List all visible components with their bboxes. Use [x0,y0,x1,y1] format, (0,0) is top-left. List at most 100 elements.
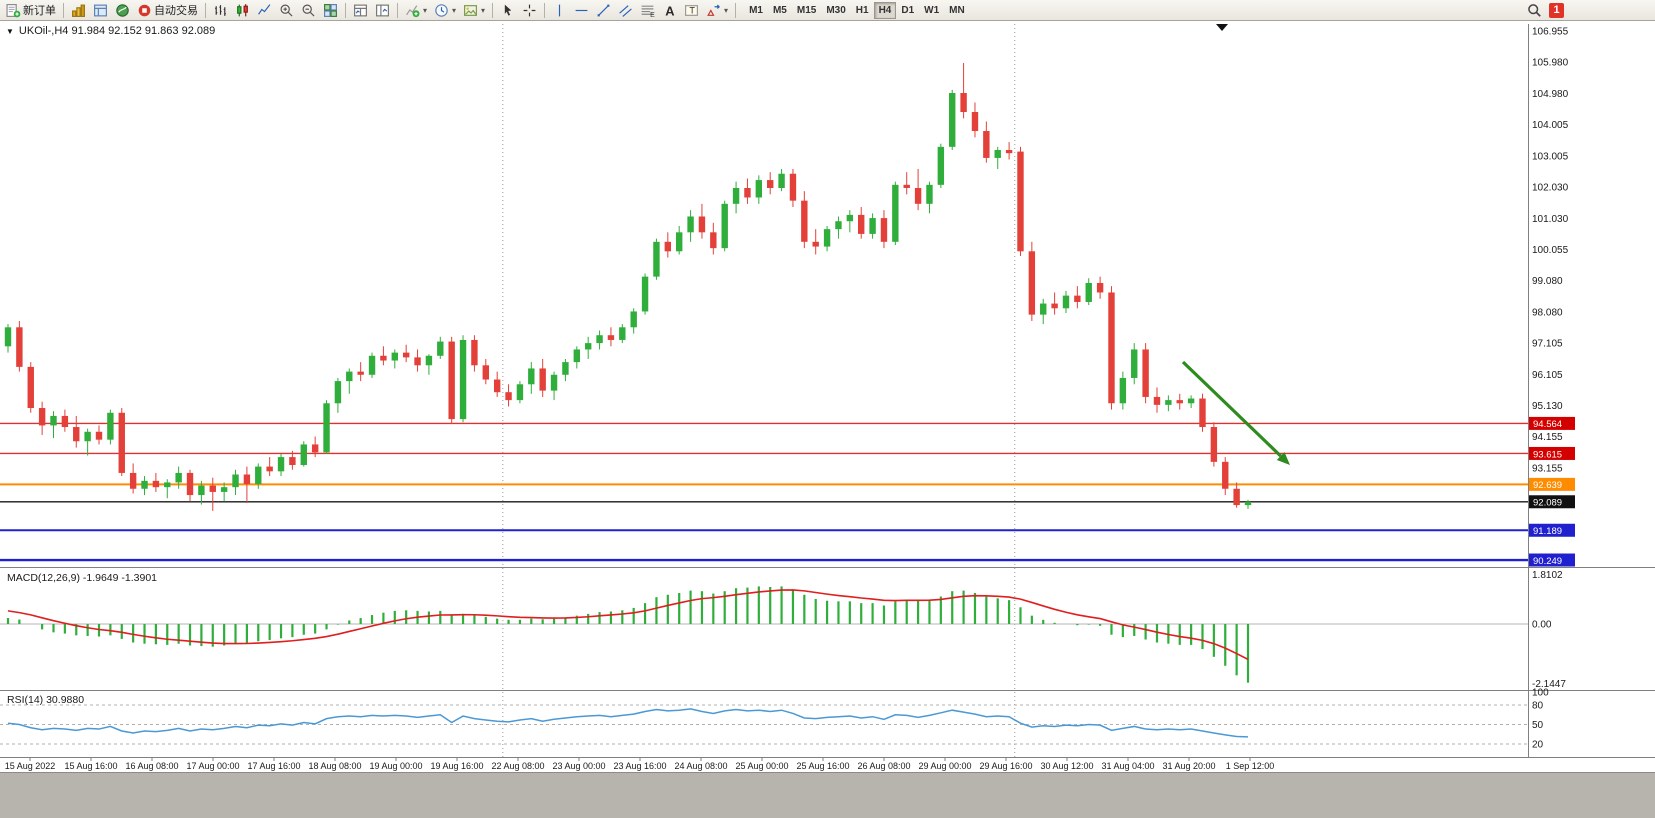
dropdown-arrow-icon[interactable]: ▾ [423,5,428,15]
svg-text:25 Aug 16:00: 25 Aug 16:00 [796,761,849,771]
timeframe-MN[interactable]: MN [944,2,970,19]
tile-windows-button[interactable] [320,1,341,20]
fibonacci-button[interactable]: E [637,1,658,20]
svg-text:1.8102: 1.8102 [1532,570,1563,581]
bar-chart-icon [213,3,228,18]
timeframe-M15[interactable]: M15 [792,2,821,19]
timeframe-W1[interactable]: W1 [919,2,944,19]
horizontal-line-icon [574,3,589,18]
autotrade-icon [137,3,152,18]
new-order-icon [6,3,21,18]
dropdown-arrow-icon[interactable]: ▾ [724,5,729,15]
market-watch-button[interactable] [68,1,89,20]
bar-chart-button[interactable] [210,1,231,20]
search-button[interactable] [1524,1,1545,20]
svg-text:17 Aug 16:00: 17 Aug 16:00 [247,761,300,771]
timeframe-H4[interactable]: H4 [873,1,897,19]
horizontal-line-button[interactable] [571,1,592,20]
line-chart-button[interactable] [254,1,275,20]
timeframe-H1[interactable]: H1 [851,2,874,19]
svg-text:98.080: 98.080 [1532,308,1563,319]
equidistant-channel-button[interactable] [615,1,636,20]
timeframe-M1[interactable]: M1 [744,2,768,19]
svg-text:29 Aug 00:00: 29 Aug 00:00 [918,761,971,771]
candle-chart-button[interactable] [232,1,253,20]
trend-arrow-annotation[interactable] [1181,360,1290,465]
timeframe-M5[interactable]: M5 [768,2,792,19]
navigator-button[interactable] [112,1,133,20]
price-line-badges: 94.564 93.615 92.639 92.089 91.189 90.249 [1529,416,1575,567]
search-icon [1527,3,1542,18]
cursor-icon [500,3,515,18]
text-button[interactable]: A [659,1,680,20]
add-indicator-button[interactable]: ▾ [402,1,430,20]
toolbar-separator [345,2,346,18]
trendline-button[interactable] [593,1,614,20]
templates-icon [463,3,478,18]
arrange-charts-button[interactable] [372,1,393,20]
price-axis-labels: 106.955 105.980 104.980 104.005 103.005 102.0… [1532,27,1569,475]
svg-text:91.189: 91.189 [1533,526,1562,537]
timeframe-D1[interactable]: D1 [896,2,919,19]
notification-badge[interactable]: 1 [1549,2,1564,18]
rsi-indicator-label: RSI(14) 30.9880 [7,694,85,706]
line-chart-icon [257,3,272,18]
svg-text:96.105: 96.105 [1532,370,1563,381]
toolbar-separator [205,2,206,18]
arrange-windows-button[interactable] [350,1,371,20]
svg-text:30 Aug 12:00: 30 Aug 12:00 [1040,761,1093,771]
chart-canvas[interactable]: 106.955 105.980 104.980 104.005 103.005 102.0… [0,0,1655,772]
price-badge [1529,416,1575,430]
new-order-button[interactable]: 新订单 [3,1,59,20]
svg-text:-2.1447: -2.1447 [1532,679,1566,690]
add-indicator-icon [405,3,420,18]
svg-text:101.030: 101.030 [1532,214,1569,225]
svg-text:23 Aug 16:00: 23 Aug 16:00 [613,761,666,771]
svg-text:E: E [650,11,655,17]
svg-text:100: 100 [1532,688,1549,699]
svg-text:23 Aug 00:00: 23 Aug 00:00 [552,761,605,771]
svg-text:100.055: 100.055 [1532,245,1569,256]
templates-button[interactable]: ▾ [460,1,488,20]
zoom-out-button[interactable] [298,1,319,20]
tile-windows-icon [323,3,338,18]
candlestick-series [4,62,1252,511]
price-badge [1529,477,1575,491]
svg-text:97.105: 97.105 [1532,338,1563,349]
periods-icon [434,3,449,18]
toolbar: 新订单 自动交易 ▾ ▾ ▾ E A T ▾ M1 M5 M15 M30 H1 H4 D1 W1 MN 1 [0,0,1655,21]
svg-text:93.155: 93.155 [1532,464,1563,475]
data-window-icon [93,3,108,18]
navigator-icon [115,3,130,18]
zoom-in-icon [279,3,294,18]
candle-chart-icon [235,3,250,18]
svg-text:25 Aug 00:00: 25 Aug 00:00 [735,761,788,771]
market-watch-icon [71,3,86,18]
svg-text:1 Sep 12:00: 1 Sep 12:00 [1226,761,1275,771]
crosshair-button[interactable] [519,1,540,20]
dropdown-arrow-icon[interactable]: ▾ [481,5,486,15]
arrows-button[interactable]: ▾ [703,1,731,20]
svg-text:24 Aug 08:00: 24 Aug 08:00 [674,761,727,771]
periods-button[interactable]: ▾ [431,1,459,20]
data-window-button[interactable] [90,1,111,20]
zoom-in-button[interactable] [276,1,297,20]
price-line-objects [0,422,1528,562]
autotrade-button[interactable]: 自动交易 [134,1,201,20]
svg-text:92.639: 92.639 [1533,480,1562,491]
svg-text:19 Aug 00:00: 19 Aug 00:00 [369,761,422,771]
rsi-level-lines [0,704,1528,745]
text-label-button[interactable]: T [681,1,702,20]
one-click-trading-toggle[interactable]: ▼ [6,26,14,36]
svg-text:105.980: 105.980 [1532,57,1569,68]
svg-text:92.089: 92.089 [1533,498,1562,509]
timeframe-M30[interactable]: M30 [821,2,850,19]
svg-text:94.155: 94.155 [1532,432,1563,443]
svg-text:80: 80 [1532,701,1544,712]
svg-text:99.080: 99.080 [1532,276,1563,287]
vertical-line-button[interactable] [549,1,570,20]
crosshair-icon [522,3,537,18]
dropdown-arrow-icon[interactable]: ▾ [452,5,457,15]
cursor-button[interactable] [497,1,518,20]
